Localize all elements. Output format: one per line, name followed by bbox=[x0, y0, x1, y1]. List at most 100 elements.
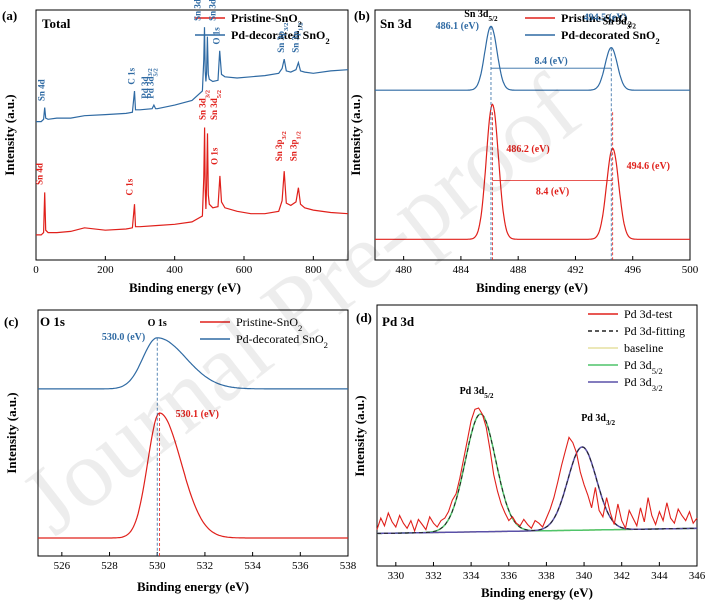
panel-a-series-pristine bbox=[36, 127, 349, 236]
panel-d-x-tick-label: 340 bbox=[576, 570, 593, 582]
panel-a-annot-red: C 1s bbox=[124, 178, 134, 195]
panel-b-peak-red-2: 494.6 (eV) bbox=[627, 161, 670, 172]
panel-c-x-tick-label: 538 bbox=[340, 560, 357, 572]
panel-b-x-tick-label: 488 bbox=[510, 264, 527, 276]
panel-a-x-tick-label: 400 bbox=[166, 264, 183, 276]
panel-c-label: (c) bbox=[4, 314, 18, 329]
panel-a-ylabel: Intensity (a.u.) bbox=[2, 94, 17, 175]
panel-b-x-tick-label: 480 bbox=[395, 264, 412, 276]
panel-c-frame bbox=[37, 309, 349, 557]
panel-d-legend-label: Pd 3d3/2 bbox=[624, 375, 663, 393]
panel-a-annot-blue: Sn 3d3/2 bbox=[207, 0, 221, 21]
panel-b-label: (b) bbox=[354, 8, 370, 23]
panel-c-title: O 1s bbox=[40, 314, 65, 329]
panel-c-x-tick-label: 534 bbox=[244, 560, 261, 572]
panel-d-pd3d32-label: Pd 3d3/2 bbox=[581, 413, 615, 427]
panel-b-x-tick-label: 500 bbox=[682, 264, 699, 276]
panel-d-legend-label: Pd 3d-fitting bbox=[624, 324, 685, 338]
panel-c-o1s: (c) O 1s Binding energy (eV) Intensity (… bbox=[4, 309, 357, 594]
panel-b-sn3d: (b) Sn 3d Binding energy (eV) Intensity … bbox=[348, 8, 699, 295]
panel-b-x-tick-label: 492 bbox=[567, 264, 584, 276]
panel-b-legend-label: Pd-decorated SnO2 bbox=[561, 28, 660, 46]
panel-a-total: (a) Total Binding energy (eV) Intensity … bbox=[2, 0, 349, 295]
panel-b-peak-red-1: 486.2 (eV) bbox=[506, 144, 549, 155]
panel-b-sep-blue-label: 8.4 (eV) bbox=[534, 56, 567, 67]
panel-a-annot-blue: Sn 3d5/2 bbox=[192, 0, 206, 21]
panel-d-x-tick-label: 336 bbox=[501, 570, 518, 582]
panel-c-peak-red: 530.1 (eV) bbox=[176, 409, 219, 420]
panel-b-title: Sn 3d bbox=[380, 16, 412, 31]
panel-c-ylabel: Intensity (a.u.) bbox=[4, 392, 19, 473]
panel-d-xlabel: Binding energy (eV) bbox=[481, 585, 593, 600]
panel-a-legend-label: Pristine-SnO2 bbox=[231, 11, 302, 29]
panel-a-annot-red: Sn 4d bbox=[35, 163, 45, 185]
panel-d-legend-label: baseline bbox=[624, 341, 663, 355]
panel-d-title: Pd 3d bbox=[382, 314, 415, 329]
panel-d-peak-32 bbox=[377, 446, 697, 535]
panel-a-frame bbox=[35, 9, 349, 261]
panel-d-test bbox=[376, 407, 698, 533]
panel-a-annot-red: Sn 3p1/2 bbox=[288, 131, 302, 161]
panel-a-x-tick-label: 600 bbox=[236, 264, 253, 276]
panel-d-x-tick-label: 344 bbox=[651, 570, 668, 582]
panel-a-annot-blue: Sn 3p3/2 bbox=[276, 23, 290, 53]
panel-a-x-tick-label: 0 bbox=[33, 264, 39, 276]
panel-a-annot-blue: Sn 4d bbox=[37, 79, 47, 101]
panel-a-xlabel: Binding energy (eV) bbox=[129, 280, 241, 295]
panel-b-peak-blue-2: 494.5 (eV) bbox=[584, 12, 627, 23]
panel-a-annot-red: Sn 3d5/2 bbox=[209, 90, 223, 120]
panel-a-series-pd-decorated bbox=[36, 27, 349, 123]
panel-b-x-tick-label: 484 bbox=[453, 264, 470, 276]
panel-c-series-pristine bbox=[38, 412, 348, 539]
panel-d-peak-52 bbox=[377, 413, 697, 535]
panel-a-annot-blue: Pd 3d3/2 bbox=[140, 68, 154, 99]
panel-c-x-tick-label: 526 bbox=[54, 560, 71, 572]
panel-d-legend-label: Pd 3d5/2 bbox=[624, 358, 663, 376]
panel-d-legend-label: Pd 3d-test bbox=[624, 307, 673, 321]
panel-b-frame bbox=[374, 9, 691, 261]
panel-a-annot-blue: C 1s bbox=[126, 67, 136, 84]
panel-d-x-tick-label: 332 bbox=[425, 570, 442, 582]
panel-b-series-pristine bbox=[375, 103, 690, 240]
panel-b-legend-label: Pristine-SnO2 bbox=[561, 11, 632, 29]
panel-c-series-pd-decorated bbox=[38, 337, 348, 390]
panel-a-annot-red: Sn 3p3/2 bbox=[274, 131, 288, 161]
panel-a-annot-red: Sn 3d3/2 bbox=[198, 90, 212, 120]
panel-d-x-tick-label: 330 bbox=[388, 570, 405, 582]
panel-d-fitting bbox=[377, 413, 697, 534]
panel-c-x-tick-label: 532 bbox=[197, 560, 214, 572]
panel-c-o1s-label: O 1s bbox=[148, 318, 167, 329]
panel-a-annot-blue: Pd 3d5/2 bbox=[145, 68, 159, 99]
panel-b-sep-red-label: 8.4 (eV) bbox=[536, 186, 569, 197]
panel-a-x-tick-label: 800 bbox=[305, 264, 322, 276]
panel-a-title: Total bbox=[42, 16, 71, 31]
panel-b-sn3d32-label: Sn 3d3/2 bbox=[603, 16, 637, 30]
panel-c-xlabel: Binding energy (eV) bbox=[137, 579, 249, 594]
panel-d-pd3d52-label: Pd 3d5/2 bbox=[460, 386, 494, 400]
panel-c-x-tick-label: 536 bbox=[292, 560, 309, 572]
panel-d-x-tick-label: 338 bbox=[538, 570, 555, 582]
panel-c-peak-blue: 530.0 (eV) bbox=[102, 332, 145, 343]
panel-a-x-tick-label: 200 bbox=[97, 264, 114, 276]
panel-b-x-tick-label: 496 bbox=[624, 264, 641, 276]
panel-b-series-pd-decorated bbox=[375, 25, 690, 91]
panel-a-annot-red: O 1s bbox=[210, 147, 220, 165]
panel-c-x-tick-label: 530 bbox=[149, 560, 166, 572]
panel-d-pd3d: (d) Pd 3d Binding energy (eV) Intensity … bbox=[352, 304, 706, 600]
panel-d-ylabel: Intensity (a.u.) bbox=[352, 395, 367, 476]
panel-b-peak-blue-1: 486.1 (eV) bbox=[436, 21, 479, 32]
panel-d-frame bbox=[376, 304, 698, 567]
panel-d-x-tick-label: 334 bbox=[463, 570, 480, 582]
panel-b-xlabel: Binding energy (eV) bbox=[476, 280, 588, 295]
panel-c-legend-label: Pristine-SnO2 bbox=[236, 315, 302, 333]
panel-a-label: (a) bbox=[2, 8, 17, 23]
panel-d-label: (d) bbox=[356, 310, 372, 325]
panel-c-x-tick-label: 528 bbox=[101, 560, 118, 572]
panel-c-legend-label: Pd-decorated SnO2 bbox=[236, 332, 328, 350]
panel-b-sn3d52-label: Sn 3d5/2 bbox=[464, 9, 498, 23]
panel-a-legend-label: Pd-decorated SnO2 bbox=[231, 28, 330, 46]
watermark-text: Journal Pre-proof bbox=[1, 55, 598, 555]
panel-d-x-tick-label: 342 bbox=[613, 570, 630, 582]
panel-d-x-tick-label: 346 bbox=[689, 570, 706, 582]
